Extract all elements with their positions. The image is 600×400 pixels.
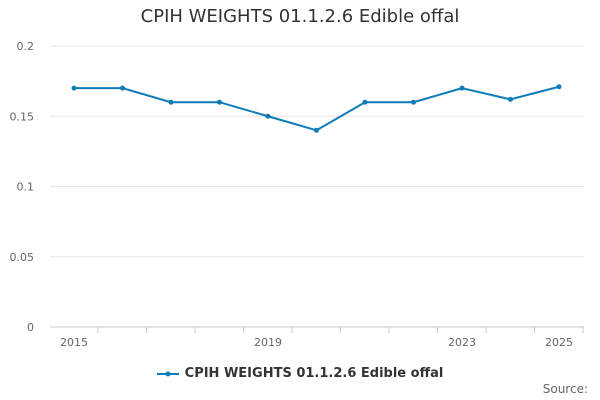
data-point (411, 99, 416, 105)
chart-title: CPIH WEIGHTS 01.1.2.6 Edible offal (140, 6, 460, 27)
data-point (362, 99, 368, 105)
series-line (74, 85, 560, 132)
x-tick-label: 2015 (60, 336, 88, 349)
y-tick-label: 0.2 (17, 40, 35, 53)
legend-line-marker-icon (156, 371, 179, 376)
y-tick-label: 0.05 (10, 251, 35, 264)
data-point (556, 84, 562, 90)
source-label: Source: (542, 382, 588, 396)
y-axis-ticks: 0 0.05 0.1 0.15 0.2 (10, 40, 35, 334)
data-point (168, 99, 174, 105)
x-tick-label: 2023 (448, 336, 476, 349)
data-point (314, 127, 319, 133)
y-tick-label: 0 (27, 321, 34, 334)
legend-item[interactable]: CPIH WEIGHTS 01.1.2.6 Edible offal (156, 366, 444, 381)
data-point (71, 85, 77, 91)
legend: CPIH WEIGHTS 01.1.2.6 Edible offal (0, 366, 600, 383)
x-tick-label: 2019 (254, 336, 282, 349)
data-point (120, 85, 125, 91)
data-point (459, 85, 465, 91)
data-point (508, 96, 513, 102)
data-point (265, 113, 271, 119)
x-axis-ticks: 2015 2019 2023 2025 (60, 336, 573, 349)
x-axis (50, 326, 584, 333)
y-tick-label: 0.15 (10, 110, 35, 123)
y-tick-label: 0.1 (17, 181, 35, 194)
gridlines (50, 45, 584, 258)
legend-label: CPIH WEIGHTS 01.1.2.6 Edible offal (184, 366, 444, 381)
series-layer (71, 84, 562, 133)
x-tick-label: 2025 (545, 336, 573, 349)
data-point (217, 99, 222, 105)
